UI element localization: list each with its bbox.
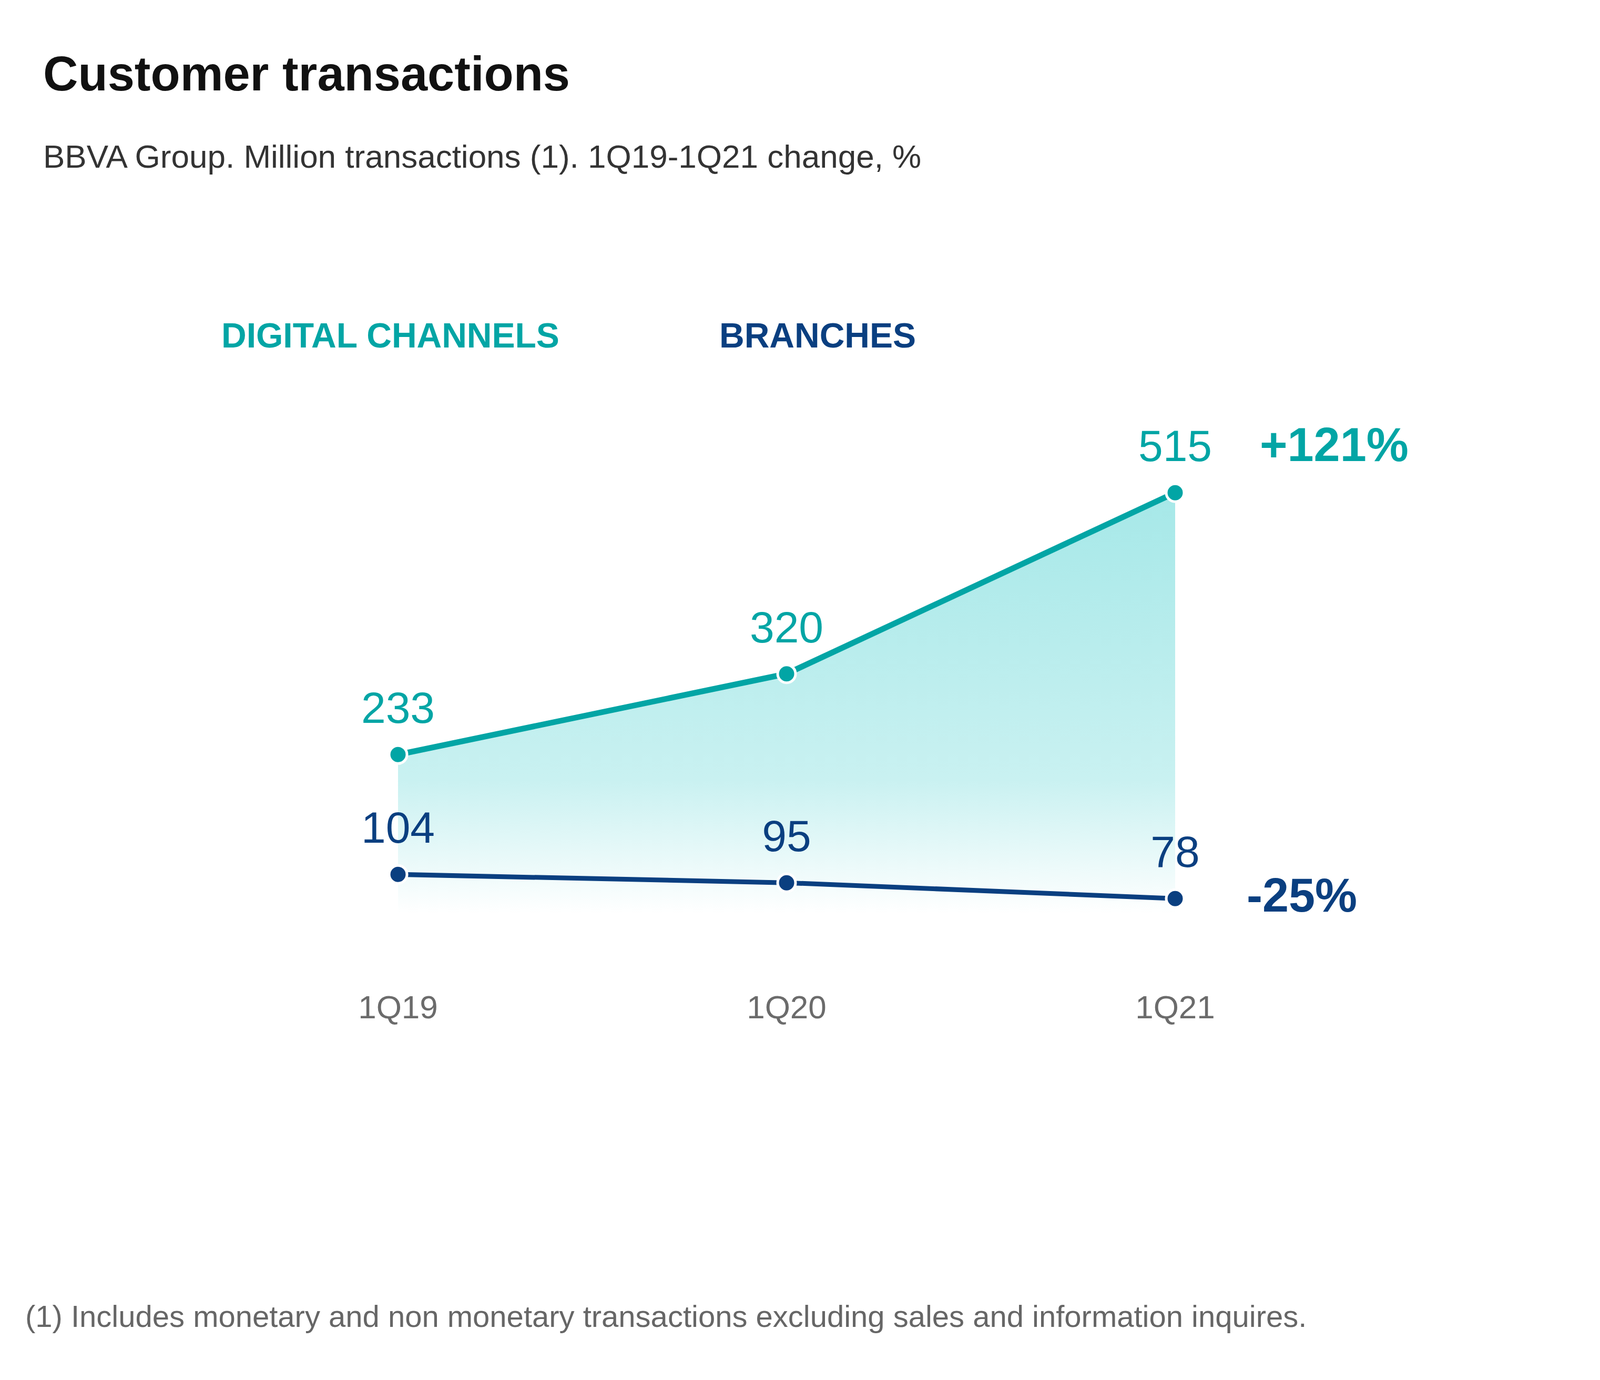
svg-text:1Q21: 1Q21 (1135, 989, 1216, 1026)
svg-text:233: 233 (361, 683, 435, 733)
svg-text:95: 95 (761, 811, 811, 861)
html-text:BBVA Group. Million transactio: BBVA Group. Million transactions (1). 1Q… (43, 138, 922, 175)
svg-text:+121%: +121% (1259, 418, 1409, 472)
svg-text:1Q20: 1Q20 (746, 989, 827, 1026)
svg-text:1Q19: 1Q19 (358, 989, 438, 1026)
svg-text:320: 320 (749, 602, 824, 652)
svg-text:104: 104 (361, 802, 435, 853)
html-text:(1) Includes monetary and non: (1) Includes monetary and non monetary t… (25, 1299, 1307, 1334)
svg-text:515: 515 (1138, 421, 1212, 471)
html-text:Customer transactions: Customer transactions (43, 46, 570, 101)
svg-text:-25%: -25% (1246, 869, 1358, 922)
html-text:BRANCHES: BRANCHES (719, 316, 916, 355)
svg-text:78: 78 (1150, 827, 1200, 877)
html-text:DIGITAL CHANNELS: DIGITAL CHANNELS (221, 316, 560, 355)
